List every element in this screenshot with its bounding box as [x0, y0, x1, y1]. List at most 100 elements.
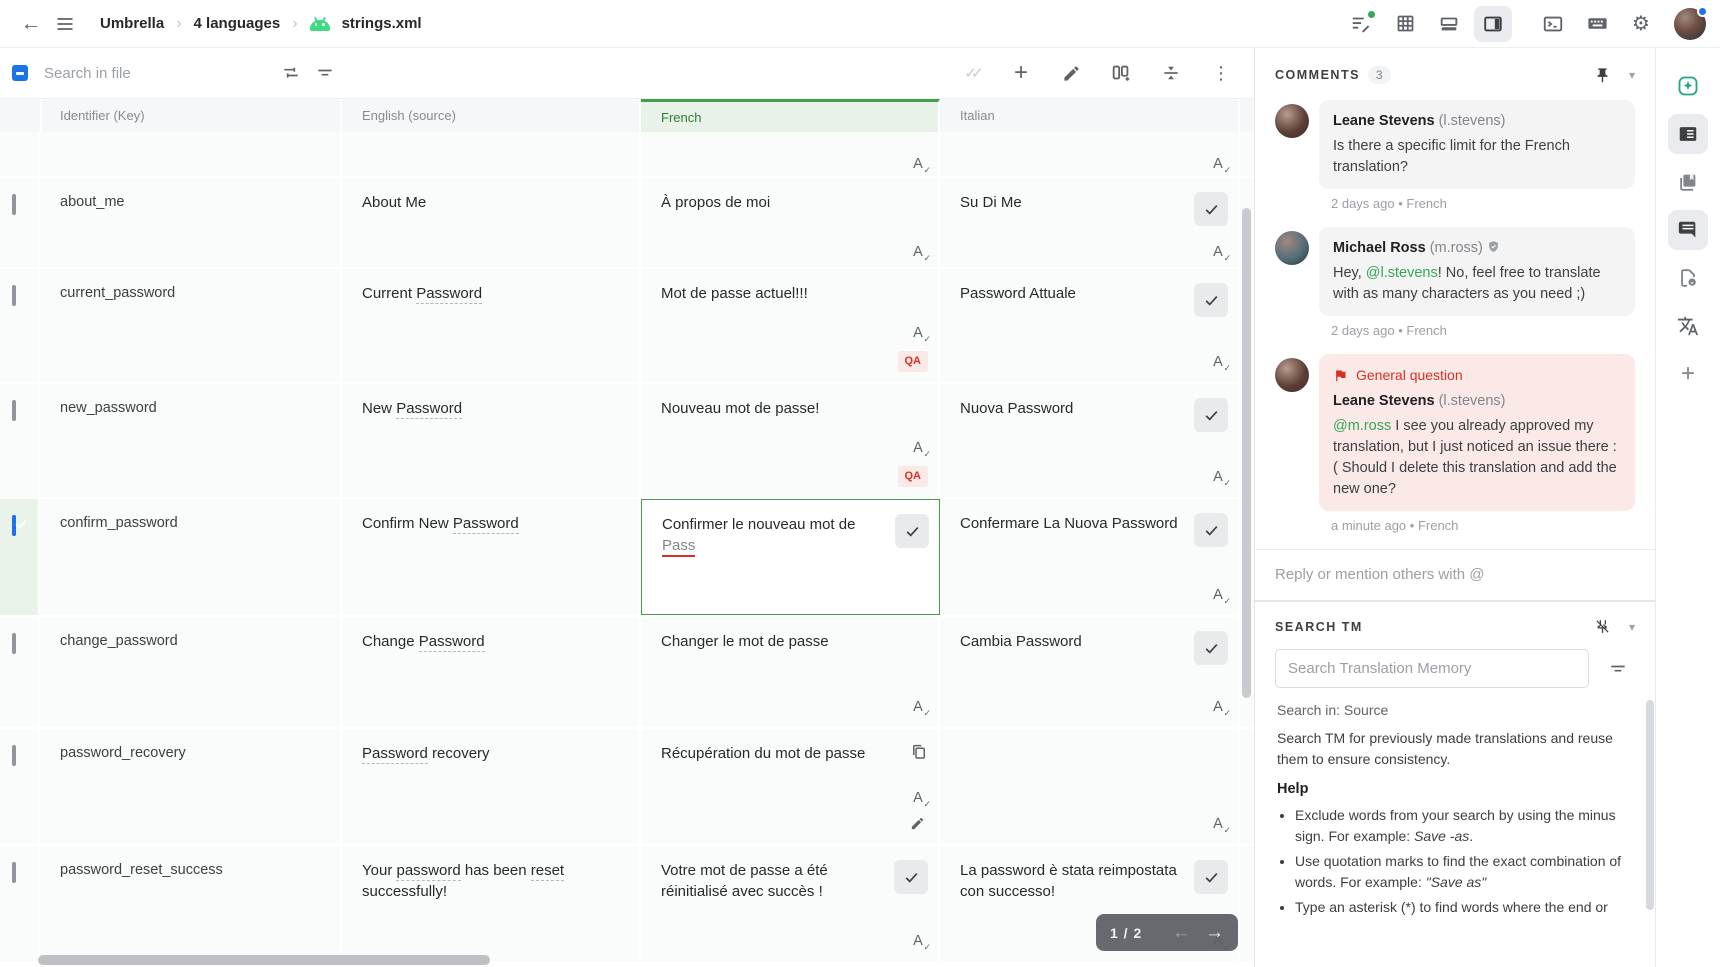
row-checkbox[interactable]: [12, 633, 16, 654]
add-key-icon[interactable]: +: [1013, 59, 1028, 86]
filter-icon[interactable]: [308, 56, 342, 90]
keyboard-icon[interactable]: [1578, 6, 1616, 42]
tune-filters-icon[interactable]: [274, 56, 308, 90]
italian-translation-cell[interactable]: Confermare La Nuova Password A: [940, 499, 1240, 615]
approve-all-icon[interactable]: ✓✓: [964, 65, 983, 82]
previous-page-icon[interactable]: ←: [1172, 921, 1191, 943]
spellcheck-icon[interactable]: A: [1208, 352, 1231, 375]
row-checkbox[interactable]: [12, 745, 16, 766]
approve-check-button[interactable]: [1194, 192, 1228, 226]
vertical-scrollbar[interactable]: [1242, 208, 1251, 698]
breadcrumb-item[interactable]: Umbrella: [100, 15, 165, 32]
italian-translation-cell[interactable]: A: [940, 729, 1240, 844]
collapse-search-tm-icon[interactable]: ▾: [1628, 619, 1635, 634]
spellcheck-icon[interactable]: A: [908, 931, 931, 954]
row-checkbox[interactable]: [12, 515, 16, 536]
column-header-french[interactable]: French: [641, 99, 940, 132]
french-translation-cell[interactable]: À propos de moi A: [641, 178, 940, 272]
approve-check-button[interactable]: [1194, 860, 1228, 894]
horizontal-scrollbar[interactable]: [38, 955, 490, 965]
qa-issue-badge[interactable]: QA: [897, 350, 928, 372]
spellcheck-icon[interactable]: A: [1208, 154, 1231, 177]
row-checkbox[interactable]: [12, 862, 16, 883]
add-panel-icon[interactable]: +: [1680, 360, 1695, 387]
italian-translation-cell[interactable]: Nuova Password A: [940, 384, 1240, 497]
more-options-icon[interactable]: ⋮: [1212, 62, 1230, 83]
column-header-identifier-key-[interactable]: Identifier (Key): [40, 99, 342, 132]
select-all-checkbox[interactable]: [12, 65, 28, 81]
row-checkbox[interactable]: [12, 285, 16, 306]
comment-author: Michael Ross (m.ross): [1333, 238, 1621, 259]
french-translation-cell[interactable]: Récupération du mot de passe A: [641, 729, 940, 844]
translation-text: Nuova Password: [960, 398, 1184, 487]
unpin-icon[interactable]: [1594, 618, 1611, 635]
tm-scrollbar[interactable]: [1646, 700, 1654, 911]
edit-pencil-icon[interactable]: [1054, 56, 1088, 90]
pin-icon[interactable]: [1594, 67, 1611, 84]
spellcheck-icon[interactable]: A: [908, 438, 931, 461]
translate-icon[interactable]: [1668, 306, 1708, 346]
copy-source-icon[interactable]: [910, 743, 928, 761]
french-translation-cell[interactable]: Confirmer le nouveau mot de Pass: [641, 499, 940, 615]
approve-check-button[interactable]: [894, 860, 928, 894]
translation-text: [960, 743, 1184, 834]
column-header-italian[interactable]: Italian: [940, 99, 1240, 132]
search-input[interactable]: [44, 64, 274, 82]
spellcheck-icon[interactable]: A: [1208, 697, 1231, 720]
breadcrumb-item[interactable]: 4 languages: [193, 15, 281, 32]
spellcheck-icon[interactable]: A: [908, 242, 931, 265]
italian-translation-cell[interactable]: Password Attuale A: [940, 269, 1240, 382]
approve-check-button[interactable]: [1194, 631, 1228, 665]
approve-check-button[interactable]: [1194, 283, 1228, 317]
comments-panel-icon[interactable]: [1668, 210, 1708, 250]
file-info-icon[interactable]: [1668, 258, 1708, 298]
approve-check-button[interactable]: [1194, 513, 1228, 547]
spellcheck-icon[interactable]: A: [908, 697, 931, 720]
spellcheck-icon[interactable]: A: [1208, 814, 1231, 837]
terminal-icon[interactable]: [1534, 6, 1572, 42]
edit-translation-icon[interactable]: [910, 816, 928, 834]
tm-filter-icon[interactable]: [1601, 652, 1635, 686]
approve-check-button[interactable]: [1194, 398, 1228, 432]
italian-translation-cell[interactable]: Su Di Me A: [940, 178, 1240, 272]
right-panel-view-icon[interactable]: [1474, 5, 1512, 42]
reply-input[interactable]: [1275, 566, 1635, 584]
cell-actions: A: [1192, 743, 1231, 837]
add-column-icon[interactable]: [1104, 56, 1138, 90]
italian-translation-cell[interactable]: A: [940, 132, 1240, 184]
spellcheck-icon[interactable]: A: [908, 788, 931, 811]
grid-view-icon[interactable]: [1386, 6, 1424, 42]
spellcheck-icon[interactable]: A: [908, 154, 931, 177]
glossary-icon[interactable]: [1668, 162, 1708, 202]
ai-assistant-icon[interactable]: [1668, 66, 1708, 106]
spellcheck-icon[interactable]: A: [908, 323, 931, 346]
french-translation-cell[interactable]: A: [641, 132, 940, 184]
user-avatar[interactable]: [1674, 5, 1708, 40]
spellcheck-icon[interactable]: A: [1208, 242, 1231, 265]
french-translation-cell[interactable]: Changer le mot de passe A: [641, 617, 940, 727]
comment-flag: General question: [1333, 365, 1621, 385]
next-page-icon[interactable]: →: [1205, 921, 1224, 943]
translation-text: Confirmer le nouveau mot de Pass: [662, 514, 885, 604]
search-tm-input[interactable]: [1275, 649, 1589, 689]
qa-issue-badge[interactable]: QA: [897, 465, 928, 487]
back-icon[interactable]: ←: [20, 11, 42, 35]
row-checkbox[interactable]: [12, 194, 16, 215]
french-translation-cell[interactable]: Votre mot de passe a été réinitialisé av…: [641, 846, 940, 961]
french-translation-cell[interactable]: Nouveau mot de passe! A QA: [641, 384, 940, 497]
approve-check-button[interactable]: [895, 514, 929, 548]
edit-notes-icon[interactable]: [1342, 6, 1380, 42]
collapse-rows-icon[interactable]: [1154, 56, 1188, 90]
italian-translation-cell[interactable]: Cambia Password A: [940, 617, 1240, 727]
bottom-panel-view-icon[interactable]: [1430, 6, 1468, 42]
column-header-english-source-[interactable]: English (source): [342, 99, 641, 132]
row-checkbox[interactable]: [12, 400, 16, 421]
french-translation-cell[interactable]: Mot de passe actuel!!! A QA: [641, 269, 940, 382]
spellcheck-icon[interactable]: A: [1208, 467, 1231, 490]
hamburger-menu-icon[interactable]: [48, 7, 82, 41]
settings-gear-icon[interactable]: ⚙: [1632, 13, 1650, 35]
spellcheck-icon[interactable]: A: [1208, 585, 1231, 608]
breadcrumb-item[interactable]: strings.xml: [341, 15, 422, 32]
editor-panel-icon[interactable]: [1668, 114, 1708, 154]
collapse-comments-icon[interactable]: ▾: [1628, 68, 1635, 82]
